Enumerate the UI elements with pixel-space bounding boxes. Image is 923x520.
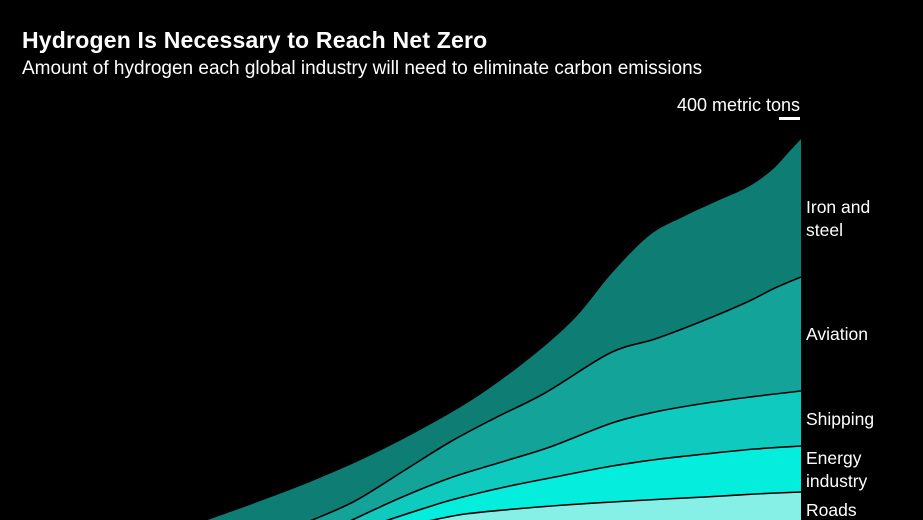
band-boundary-line	[385, 445, 802, 520]
band-boundary-line	[428, 491, 802, 520]
band-boundary-line	[350, 390, 802, 520]
series-label-shipping: Shipping	[806, 409, 875, 429]
series-label-iron-and-steel: Iron and steel	[806, 197, 871, 241]
area-band-roads	[432, 492, 801, 520]
series-label-energy-industry: Energy industry	[806, 448, 868, 492]
chart-title: Hydrogen Is Necessary to Reach Net Zero	[22, 27, 488, 53]
y-axis-tick-mark	[779, 117, 800, 120]
series-label-roads: Roads	[806, 500, 857, 520]
series-label-aviation: Aviation	[806, 324, 868, 344]
chart-subtitle: Amount of hydrogen each global industry …	[22, 58, 703, 79]
band-boundary-line	[310, 276, 802, 520]
y-axis-top-tick-label: 400 metric tons	[676, 95, 800, 115]
